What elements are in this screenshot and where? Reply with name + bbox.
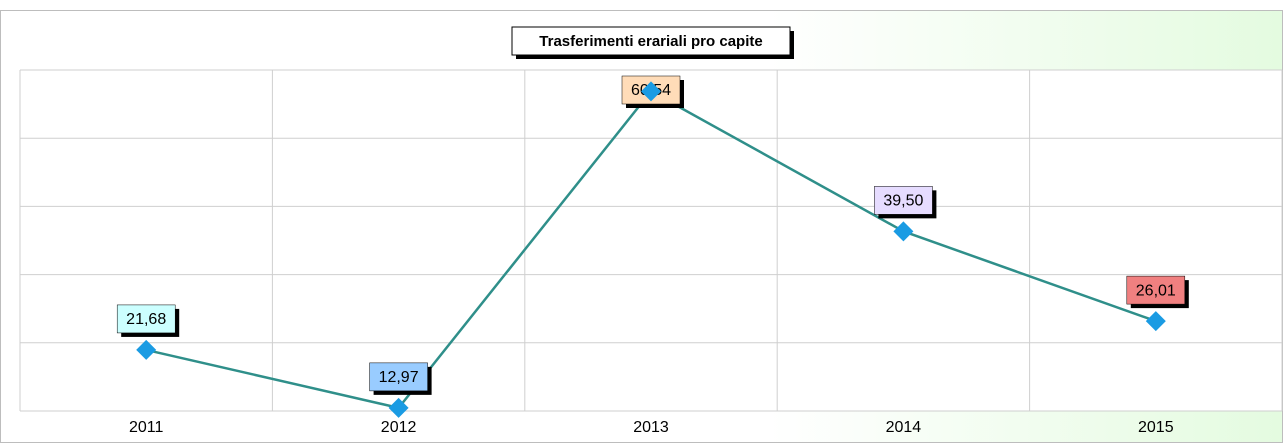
data-label-box	[369, 362, 428, 392]
data-point	[388, 397, 409, 418]
x-tick-label: 2011	[129, 419, 164, 436]
data-label: 12,97	[379, 369, 419, 386]
data-label: 21,68	[126, 311, 166, 328]
plot-area	[20, 70, 1282, 411]
chart-title: Trasferimenti erariali pro capite	[539, 33, 762, 50]
data-label: 39,50	[883, 193, 923, 210]
data-point	[1145, 311, 1166, 332]
data-label: 26,01	[1136, 282, 1176, 299]
title-box	[511, 26, 791, 56]
data-point	[136, 339, 157, 360]
x-tick-label: 2013	[633, 419, 669, 436]
data-point	[893, 221, 914, 242]
x-tick-label: 2012	[381, 419, 417, 436]
data-label-box	[874, 186, 933, 215]
data-label-box	[1126, 275, 1186, 305]
x-tick-label: 2015	[1138, 419, 1174, 436]
data-label-box	[116, 304, 176, 334]
x-tick-label: 2014	[886, 419, 922, 436]
data-point	[641, 81, 661, 102]
